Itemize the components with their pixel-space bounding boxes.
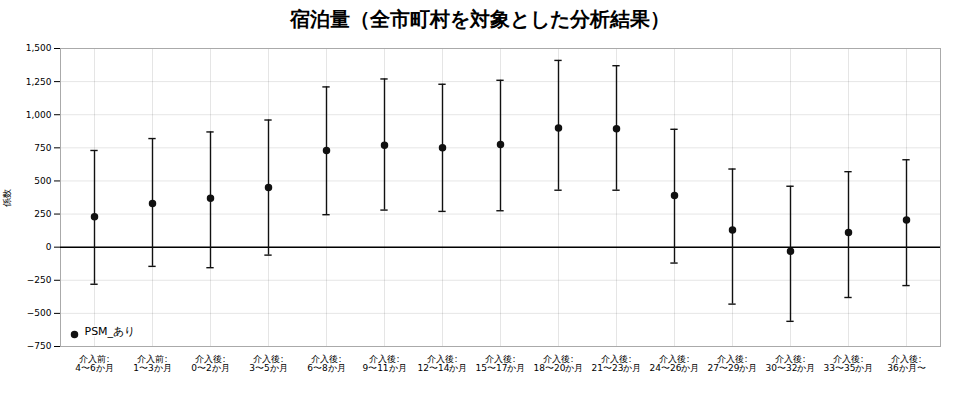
svg-text:介入後:12〜14か月: 介入後:12〜14か月 bbox=[418, 354, 468, 373]
svg-text:介入後:30〜32か月: 介入後:30〜32か月 bbox=[766, 354, 816, 373]
svg-text:介入後:24〜26か月: 介入後:24〜26か月 bbox=[650, 354, 700, 373]
svg-text:介入後:15〜17か月: 介入後:15〜17か月 bbox=[476, 354, 526, 373]
svg-text:介入前:4〜6か月: 介入前:4〜6か月 bbox=[75, 354, 113, 373]
svg-text:250: 250 bbox=[34, 209, 51, 219]
svg-text:介入後:3〜5か月: 介入後:3〜5か月 bbox=[249, 354, 287, 373]
svg-text:500: 500 bbox=[34, 176, 51, 186]
svg-text:介入後:33〜35か月: 介入後:33〜35か月 bbox=[824, 354, 874, 373]
svg-text:介入後:18〜20か月: 介入後:18〜20か月 bbox=[534, 354, 584, 373]
svg-text:介入後:0〜2か月: 介入後:0〜2か月 bbox=[191, 354, 229, 373]
svg-text:介入後:6〜8か月: 介入後:6〜8か月 bbox=[307, 354, 345, 373]
svg-text:−750: −750 bbox=[27, 341, 52, 351]
svg-text:介入後:36か月〜: 介入後:36か月〜 bbox=[887, 354, 925, 373]
svg-text:介入後:21〜23か月: 介入後:21〜23か月 bbox=[592, 354, 642, 373]
svg-text:介入後:9〜11か月: 介入後:9〜11か月 bbox=[362, 354, 406, 373]
svg-text:0: 0 bbox=[46, 242, 52, 252]
svg-text:1,250: 1,250 bbox=[26, 76, 52, 86]
svg-text:750: 750 bbox=[34, 143, 51, 153]
svg-text:1,000: 1,000 bbox=[26, 110, 52, 120]
svg-text:介入前:1〜3か月: 介入前:1〜3か月 bbox=[133, 354, 171, 373]
svg-text:−500: −500 bbox=[27, 308, 52, 318]
svg-text:PSM_あり: PSM_あり bbox=[85, 325, 136, 338]
svg-text:1,500: 1,500 bbox=[26, 43, 52, 53]
svg-text:係数: 係数 bbox=[2, 189, 12, 207]
svg-text:−250: −250 bbox=[27, 275, 52, 285]
html-text:宿泊量（全市町村を対象とした分析結果）: 宿泊量（全市町村を対象とした分析結果） bbox=[290, 7, 670, 31]
svg-text:介入後:27〜29か月: 介入後:27〜29か月 bbox=[708, 354, 758, 373]
